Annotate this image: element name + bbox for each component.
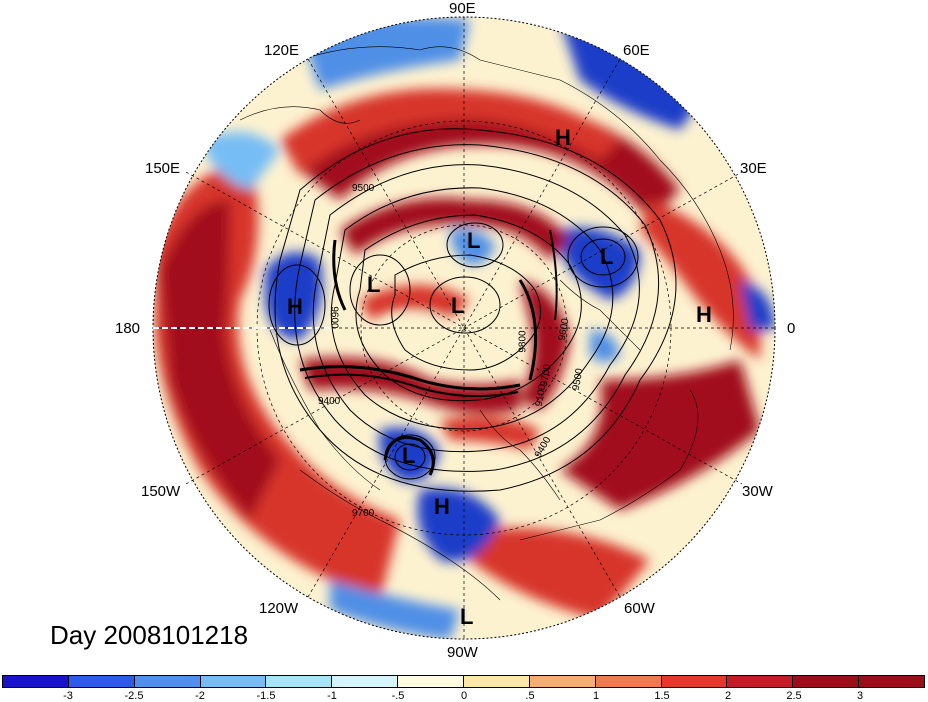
low-pressure-label: L (367, 272, 381, 297)
colorbar-segment (68, 676, 135, 687)
colorbar-segment (727, 676, 794, 687)
colorbar-tick-label: -1 (327, 690, 337, 702)
contour-label: 9600 (328, 306, 340, 329)
contour-label: 9700 (352, 508, 375, 519)
low-pressure-label: L (467, 228, 481, 253)
lon-label-0: 0 (787, 320, 796, 337)
contour-label: 9500 (352, 183, 375, 194)
day-title: Day 2008101218 (50, 620, 249, 650)
low-pressure-label: L (451, 293, 465, 318)
colorbar-tick-label: 2.5 (786, 690, 802, 702)
colorbar-tick-label: -.5 (391, 690, 405, 702)
colorbar-segment (332, 676, 399, 687)
lon-label-60e: 60E (623, 42, 650, 59)
colorbar-tick-label: 1.5 (654, 690, 670, 702)
colorbar-segment (398, 676, 465, 687)
low-pressure-label: L (460, 604, 474, 629)
lon-label-180: 180 (115, 320, 141, 337)
colorbar-segment (529, 676, 596, 687)
contour-label: 9400 (318, 396, 341, 407)
colorbar-tick-label: 2 (724, 690, 732, 702)
colorbar-segment (464, 676, 530, 687)
lon-label-60w: 60W (624, 600, 655, 617)
lon-label-120e: 120E (264, 42, 300, 59)
colorbar-segment (661, 676, 728, 687)
colorbar-segment (595, 676, 662, 687)
coastlines (239, 46, 734, 601)
lon-label-150e: 150E (145, 160, 181, 177)
colorbar-tick-label: .5 (525, 690, 535, 702)
lon-label-90e: 90E (449, 0, 476, 17)
colorbar-tick-label: -2 (195, 690, 205, 702)
colorbar-tick-label: -3 (63, 690, 73, 702)
colorbar-segment (266, 676, 333, 687)
lon-label-90w: 90W (447, 644, 478, 661)
colorbar-tick-label: 1 (592, 690, 600, 702)
colorbar-tick-label: -2.5 (124, 690, 144, 702)
colorbar-segment (793, 676, 860, 687)
graticule (152, 16, 776, 640)
colorbar-segment (134, 676, 201, 687)
colorbar (2, 675, 925, 688)
high-pressure-label: H (434, 494, 450, 519)
high-pressure-label: H (696, 302, 712, 327)
colorbar-tick-label: -1.5 (256, 690, 276, 702)
lon-label-150w: 150W (141, 483, 181, 500)
lon-label-120w: 120W (259, 600, 299, 617)
colorbar-tick-label: 0 (460, 690, 468, 702)
colorbar-segment (200, 676, 267, 687)
colorbar-segment (3, 676, 69, 687)
low-pressure-label: L (402, 443, 416, 468)
high-pressure-label: H (555, 125, 571, 150)
colorbar-tick-label: 3 (856, 690, 864, 702)
lon-label-30e: 30E (740, 160, 767, 177)
contour-label: 9800 (517, 330, 529, 353)
high-pressure-label: H (287, 294, 303, 319)
lon-label-30w: 30W (742, 483, 773, 500)
colorbar-segment (859, 676, 925, 687)
low-pressure-label: L (600, 244, 614, 269)
